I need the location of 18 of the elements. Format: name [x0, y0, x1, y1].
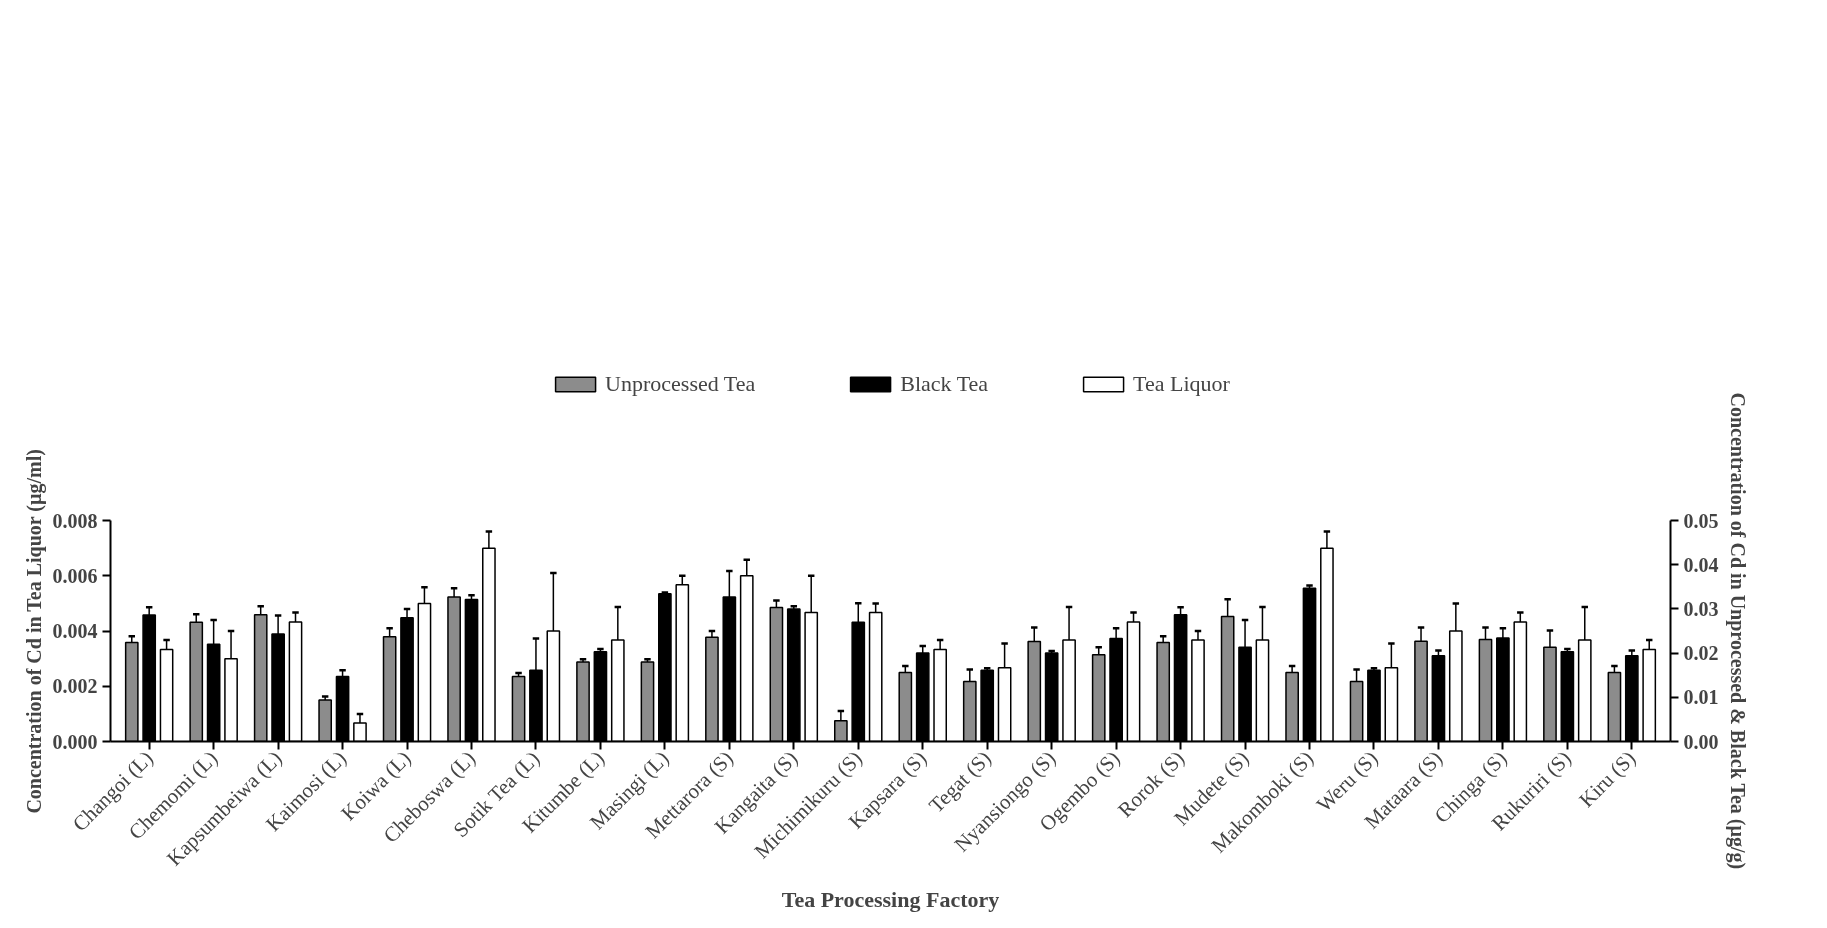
x-tick-label: Kiru (S)	[1574, 746, 1641, 813]
y2-tick-label: 0.00	[1683, 730, 1719, 753]
legend-label: Unprocessed Tea	[605, 370, 756, 397]
y2-tick-label: 0.04	[1683, 553, 1719, 576]
y2-tick-label: 0.01	[1683, 686, 1719, 709]
y-tick-label: 0.004	[52, 620, 98, 642]
y2-tick-label: 0.03	[1683, 597, 1719, 620]
y2-axis-title: Concentration of Cd in Unprocessed & Black Tea (µg/g)	[1725, 392, 1749, 870]
y-tick-label: 0.006	[52, 564, 98, 587]
y2-tick-label: 0.02	[1683, 642, 1719, 665]
y-tick-label: 0.008	[52, 509, 98, 532]
legend-label: Tea Liquor	[1133, 370, 1230, 397]
x-axis-title: Tea Processing Factory	[781, 887, 1000, 913]
y2-tick-label: 0.05	[1683, 509, 1719, 532]
legend-label: Black Tea	[900, 370, 989, 397]
y-axis-title: Concentration of Cd in Tea Liquor (µg/ml)	[22, 449, 46, 814]
y-tick-label: 0.000	[52, 730, 98, 753]
y-tick-label: 0.002	[52, 675, 98, 698]
